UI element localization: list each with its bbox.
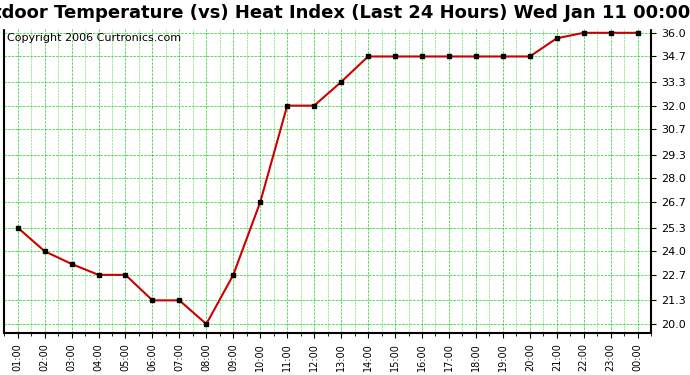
Text: Copyright 2006 Curtronics.com: Copyright 2006 Curtronics.com xyxy=(8,33,181,43)
Title: Outdoor Temperature (vs) Heat Index (Last 24 Hours) Wed Jan 11 00:00: Outdoor Temperature (vs) Heat Index (Las… xyxy=(0,4,690,22)
